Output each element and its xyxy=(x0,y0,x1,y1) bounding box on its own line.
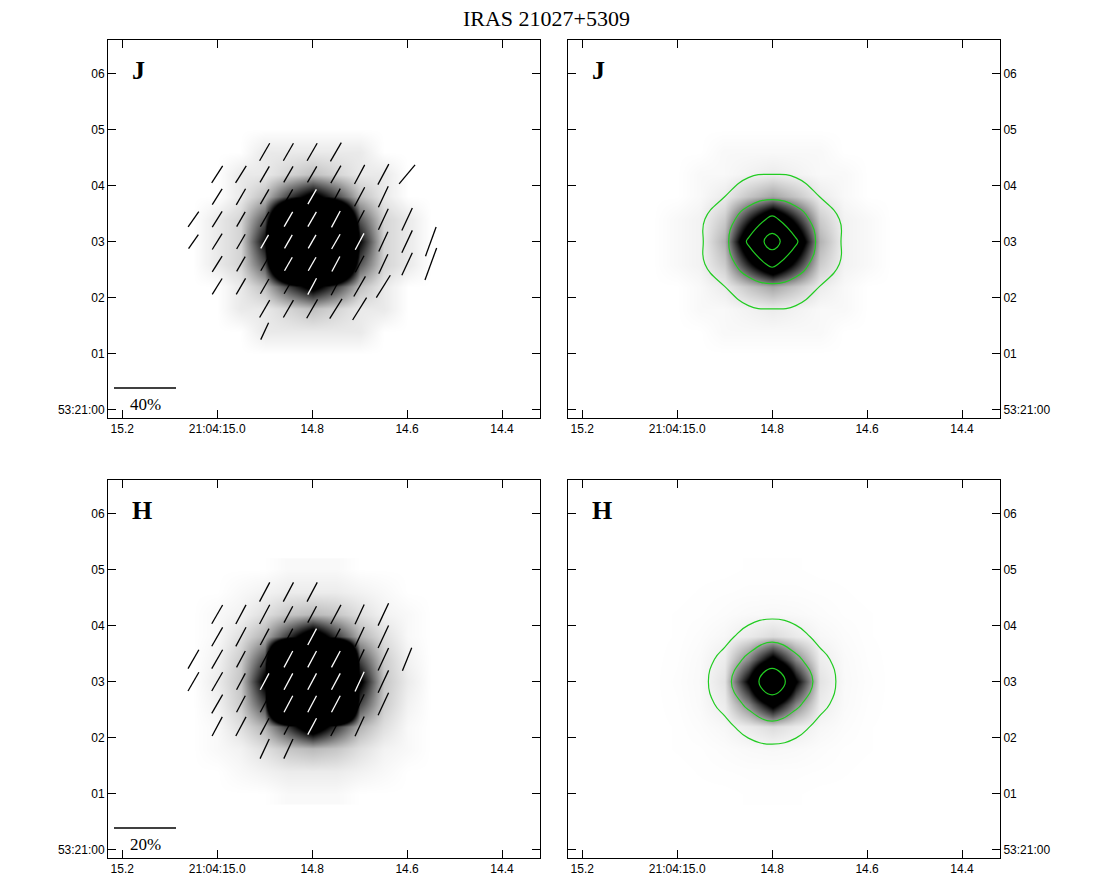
svg-text:53:21:00: 53:21:00 xyxy=(58,843,105,857)
svg-text:H: H xyxy=(592,496,612,525)
svg-text:06: 06 xyxy=(91,67,105,81)
svg-text:03: 03 xyxy=(91,675,105,689)
svg-text:14.6: 14.6 xyxy=(395,422,419,436)
svg-text:21:04:15.0: 21:04:15.0 xyxy=(189,862,246,876)
svg-text:06: 06 xyxy=(91,507,105,521)
svg-text:04: 04 xyxy=(1003,619,1017,633)
svg-text:15.2: 15.2 xyxy=(111,862,135,876)
svg-text:15.2: 15.2 xyxy=(571,862,595,876)
svg-text:53:21:00: 53:21:00 xyxy=(58,403,105,417)
svg-text:02: 02 xyxy=(91,731,105,745)
svg-text:21:04:15.0: 21:04:15.0 xyxy=(649,422,706,436)
svg-text:04: 04 xyxy=(91,179,105,193)
svg-text:14.6: 14.6 xyxy=(395,862,419,876)
svg-text:14.8: 14.8 xyxy=(760,862,784,876)
svg-text:J: J xyxy=(132,56,145,85)
svg-text:14.4: 14.4 xyxy=(950,862,974,876)
svg-text:02: 02 xyxy=(1003,291,1017,305)
svg-text:14.4: 14.4 xyxy=(490,422,514,436)
svg-text:14.4: 14.4 xyxy=(490,862,514,876)
svg-text:03: 03 xyxy=(91,235,105,249)
svg-text:14.8: 14.8 xyxy=(760,422,784,436)
svg-text:05: 05 xyxy=(91,123,105,137)
svg-text:03: 03 xyxy=(1003,235,1017,249)
svg-text:04: 04 xyxy=(1003,179,1017,193)
svg-text:05: 05 xyxy=(91,563,105,577)
svg-text:03: 03 xyxy=(1003,675,1017,689)
svg-text:IRAS 21027+5309: IRAS 21027+5309 xyxy=(463,6,630,31)
svg-text:01: 01 xyxy=(91,787,105,801)
svg-text:15.2: 15.2 xyxy=(111,422,135,436)
svg-text:53:21:00: 53:21:00 xyxy=(1003,403,1050,417)
svg-text:15.2: 15.2 xyxy=(571,422,595,436)
svg-text:01: 01 xyxy=(1003,347,1017,361)
svg-text:14.6: 14.6 xyxy=(855,862,879,876)
svg-text:01: 01 xyxy=(91,347,105,361)
svg-text:02: 02 xyxy=(1003,731,1017,745)
svg-text:14.8: 14.8 xyxy=(300,422,324,436)
svg-text:14.8: 14.8 xyxy=(300,862,324,876)
svg-text:J: J xyxy=(592,56,605,85)
svg-text:21:04:15.0: 21:04:15.0 xyxy=(189,422,246,436)
svg-text:04: 04 xyxy=(91,619,105,633)
svg-text:40%: 40% xyxy=(130,395,161,414)
svg-text:14.6: 14.6 xyxy=(855,422,879,436)
svg-text:20%: 20% xyxy=(130,835,161,854)
svg-text:14.4: 14.4 xyxy=(950,422,974,436)
svg-text:06: 06 xyxy=(1003,507,1017,521)
svg-text:01: 01 xyxy=(1003,787,1017,801)
svg-text:05: 05 xyxy=(1003,123,1017,137)
svg-text:53:21:00: 53:21:00 xyxy=(1003,843,1050,857)
svg-text:02: 02 xyxy=(91,291,105,305)
svg-text:H: H xyxy=(132,496,152,525)
svg-text:05: 05 xyxy=(1003,563,1017,577)
svg-text:06: 06 xyxy=(1003,67,1017,81)
svg-text:21:04:15.0: 21:04:15.0 xyxy=(649,862,706,876)
